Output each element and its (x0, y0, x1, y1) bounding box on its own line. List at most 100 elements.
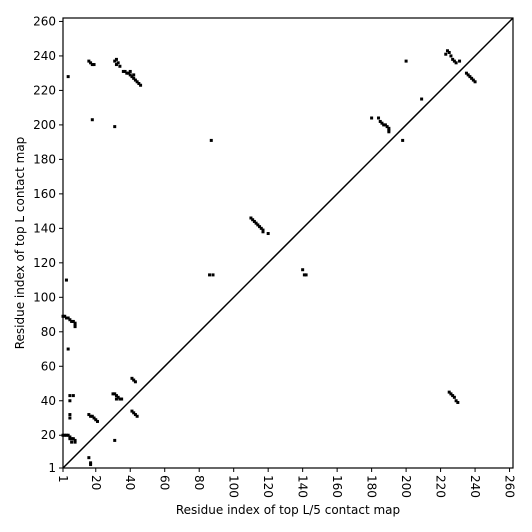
contact-point (87, 456, 91, 460)
contact-point (113, 392, 117, 396)
contact-point (470, 76, 474, 80)
contact-point (445, 49, 449, 53)
contact-point (89, 414, 93, 418)
contact-point (68, 435, 72, 439)
contact-point (68, 413, 72, 417)
contact-point (114, 397, 118, 401)
contact-point (114, 394, 118, 398)
contact-point (73, 321, 77, 325)
contact-point (468, 75, 472, 79)
contact-point (261, 228, 265, 232)
contact-point (252, 219, 256, 223)
contact-point (87, 59, 91, 63)
y-tick-label: 40 (41, 394, 56, 408)
contact-point (61, 314, 65, 318)
contact-point (132, 378, 136, 382)
contact-point (302, 273, 306, 277)
contact-point (113, 438, 117, 442)
x-tick-label: 180 (365, 475, 379, 498)
contact-point (68, 399, 72, 403)
contact-point (111, 392, 115, 396)
contact-point (447, 390, 451, 394)
contact-point (464, 71, 468, 75)
contact-point (61, 433, 65, 437)
contact-point (116, 61, 120, 65)
contact-point (456, 400, 460, 404)
y-tick-label: 200 (33, 118, 56, 132)
contact-point (208, 273, 212, 277)
contact-point (68, 437, 72, 441)
contact-point (382, 123, 386, 127)
contact-point (118, 397, 122, 401)
contact-point (130, 75, 134, 79)
contact-point (90, 63, 94, 67)
contact-point (89, 61, 93, 65)
contact-point (211, 273, 215, 277)
contact-point (125, 71, 129, 75)
x-tick-label: 240 (468, 475, 482, 498)
contact-point (209, 138, 213, 142)
x-tick-label: 260 (503, 475, 517, 498)
contact-point (449, 392, 453, 396)
contact-point (377, 116, 381, 120)
contact-point (256, 223, 260, 227)
contact-point (68, 318, 72, 322)
contact-point (387, 130, 391, 134)
y-tick-label: 160 (33, 187, 56, 201)
contact-point (130, 376, 134, 380)
x-tick-label: 20 (89, 475, 103, 490)
contact-point (251, 218, 255, 222)
contact-point (128, 73, 132, 77)
contact-point (127, 71, 131, 75)
contact-point (449, 54, 453, 58)
contact-point (133, 413, 137, 417)
contact-point (64, 278, 68, 282)
contact-point (90, 118, 94, 122)
x-tick-label: 120 (261, 475, 275, 498)
x-tick-label: 100 (227, 475, 241, 498)
contact-point (133, 78, 137, 82)
contact-point (452, 59, 456, 63)
x-tick-label: 220 (434, 475, 448, 498)
contact-point (259, 226, 263, 230)
contact-point (444, 52, 448, 56)
y-tick-label: 240 (33, 49, 56, 63)
contact-point (89, 461, 93, 465)
diagonal (62, 17, 514, 469)
y-tick-label: 140 (33, 221, 56, 235)
contact-point (387, 126, 391, 130)
contact-point (130, 409, 134, 413)
x-tick-label: 40 (123, 475, 137, 490)
contact-point (301, 268, 305, 272)
contact-point (113, 125, 117, 129)
y-tick-label: 80 (41, 325, 56, 339)
y-tick-label: 260 (33, 14, 56, 28)
contact-point (66, 316, 70, 320)
contact-point (261, 230, 265, 234)
contact-point (383, 123, 387, 127)
contact-point (118, 64, 122, 68)
x-tick-label: 140 (296, 475, 310, 498)
contact-point (63, 433, 67, 437)
contact-point (258, 225, 262, 229)
contact-point (135, 80, 139, 84)
plot-frame (62, 17, 514, 469)
contact-point (452, 395, 456, 399)
x-tick-label: 80 (192, 475, 206, 490)
x-tick-label: 60 (158, 475, 172, 490)
contact-point (454, 399, 458, 403)
y-tick-label: 60 (41, 359, 56, 373)
contact-point (73, 440, 77, 444)
contact-point (63, 314, 67, 318)
contact-point (137, 82, 141, 86)
contact-point (89, 463, 93, 467)
contact-point (266, 232, 270, 236)
contact-point (116, 395, 120, 399)
contact-point (90, 414, 94, 418)
contact-point (114, 63, 118, 67)
contact-point (404, 59, 408, 63)
contact-point (133, 380, 137, 384)
contact-point (132, 76, 136, 80)
contact-point (73, 323, 77, 327)
